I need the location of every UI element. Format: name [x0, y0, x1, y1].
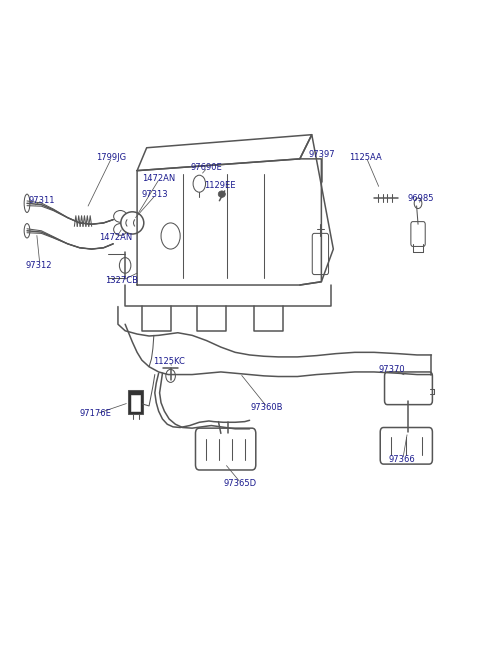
Text: 96985: 96985 — [408, 194, 434, 202]
Text: 97176E: 97176E — [80, 409, 111, 419]
FancyBboxPatch shape — [129, 390, 143, 415]
Text: 97690E: 97690E — [191, 163, 222, 172]
FancyBboxPatch shape — [411, 221, 425, 246]
Circle shape — [120, 257, 131, 273]
FancyBboxPatch shape — [131, 396, 141, 411]
Text: 97312: 97312 — [26, 261, 52, 270]
Circle shape — [161, 223, 180, 249]
Text: 97366: 97366 — [388, 455, 415, 464]
Ellipse shape — [114, 223, 127, 235]
Text: 1129EE: 1129EE — [204, 181, 236, 189]
Text: 1799JG: 1799JG — [96, 153, 126, 162]
Text: 97360B: 97360B — [250, 403, 283, 412]
Text: 1472AN: 1472AN — [142, 174, 175, 183]
Ellipse shape — [24, 194, 30, 212]
Ellipse shape — [121, 212, 144, 234]
Text: 1327CB: 1327CB — [105, 276, 138, 285]
Ellipse shape — [114, 210, 127, 222]
FancyBboxPatch shape — [195, 428, 256, 470]
Text: 97397: 97397 — [308, 150, 335, 159]
FancyBboxPatch shape — [380, 428, 432, 464]
Text: 1125KC: 1125KC — [153, 357, 185, 366]
Text: 97370: 97370 — [379, 365, 406, 375]
Text: 1125AA: 1125AA — [349, 153, 382, 162]
FancyBboxPatch shape — [384, 372, 432, 405]
Text: 97311: 97311 — [28, 196, 55, 204]
Circle shape — [193, 175, 205, 192]
Circle shape — [414, 198, 422, 208]
Text: 1472AN: 1472AN — [99, 233, 132, 242]
Text: 97313: 97313 — [142, 191, 168, 199]
FancyBboxPatch shape — [312, 233, 328, 274]
Text: 97365D: 97365D — [223, 479, 257, 487]
Ellipse shape — [24, 223, 30, 238]
Ellipse shape — [218, 191, 226, 197]
Circle shape — [166, 369, 175, 383]
